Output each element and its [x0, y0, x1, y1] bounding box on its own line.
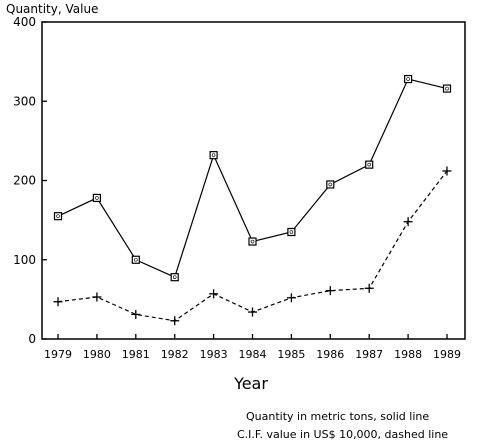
series-line-quantity [57, 78, 448, 279]
x-tick-label: 1983 [200, 348, 228, 361]
x-tick-label: 1987 [355, 348, 383, 361]
value-point [53, 297, 63, 307]
x-tick-label: 1986 [316, 348, 344, 361]
y-tick-label: 100 [13, 253, 36, 267]
value-point [209, 289, 219, 299]
quantity-point [404, 74, 413, 84]
x-tick-label: 1988 [394, 348, 422, 361]
legend-note-value: C.I.F. value in US$ 10,000, dashed line [237, 428, 448, 441]
value-point [170, 316, 180, 326]
value-point [325, 286, 335, 296]
quantity-point-dot [211, 153, 216, 157]
plot-frame [41, 21, 466, 340]
x-tick-label: 1985 [277, 348, 305, 361]
x-tick-label: 1984 [239, 348, 267, 361]
quantity-point [287, 227, 296, 237]
quantity-point-dot [172, 275, 177, 279]
quantity-point-dot [367, 162, 372, 167]
quantity-point [326, 180, 335, 189]
quantity-point-dot [250, 239, 255, 244]
quantity-point [170, 273, 179, 282]
x-axis-title: Year [233, 374, 268, 393]
quantity-point [209, 151, 218, 160]
y-axis-title: Quantity, Value [6, 2, 98, 16]
quantity-point [131, 255, 140, 264]
value-point [364, 283, 374, 293]
quantity-point-dot [406, 77, 410, 81]
quantity-point [248, 237, 257, 246]
value-point [131, 309, 141, 319]
value-point [248, 307, 257, 317]
value-point [403, 217, 413, 227]
y-tick-label: 0 [28, 332, 36, 346]
value-point [286, 293, 296, 303]
quantity-point [365, 160, 374, 169]
x-tick-label: 1989 [433, 348, 461, 361]
x-tick-label: 1982 [161, 348, 189, 361]
quantity-point-dot [95, 196, 99, 200]
quantity-point-dot [134, 257, 138, 262]
quantity-point [92, 193, 102, 203]
quantity-point-dot [56, 214, 60, 218]
quantity-point-dot [445, 86, 449, 91]
legend-note-quantity: Quantity in metric tons, solid line [246, 410, 429, 423]
y-tick-label: 400 [13, 15, 36, 29]
y-tick-label: 300 [13, 94, 36, 108]
quantity-point-dot [289, 230, 294, 234]
value-point [442, 166, 452, 176]
value-point [92, 292, 102, 302]
quantity-point [442, 84, 452, 93]
x-tick-label: 1979 [44, 348, 72, 361]
y-tick-label: 200 [13, 174, 36, 188]
quantity-point [53, 212, 63, 221]
x-tick-label: 1981 [122, 348, 150, 361]
x-tick-label: 1980 [83, 348, 111, 361]
series-line-value [57, 170, 448, 322]
quantity-point-dot [328, 182, 333, 187]
